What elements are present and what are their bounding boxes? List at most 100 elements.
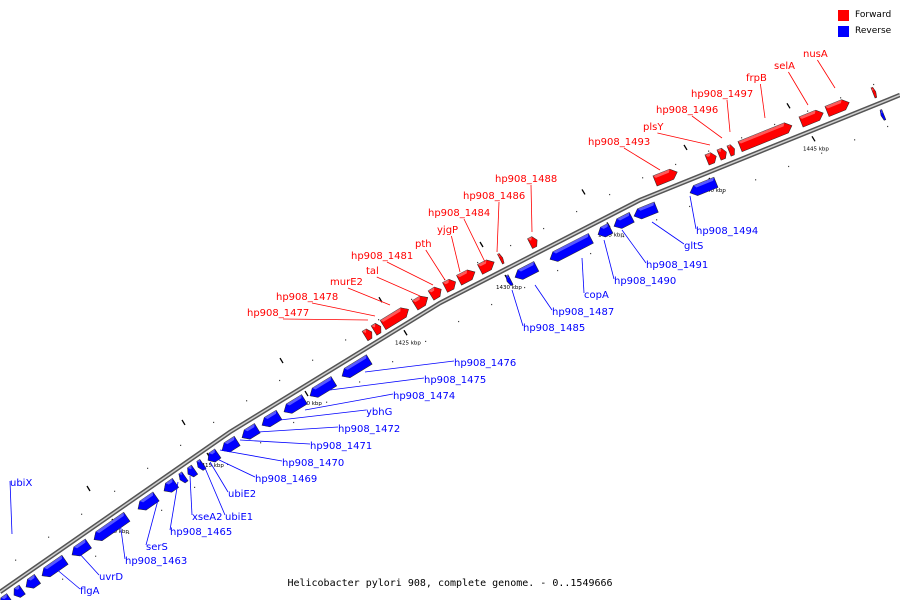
reverse-gene-box [93,511,131,541]
axis-minor-dot-upper [477,261,479,264]
reverse-gene-box-shine [95,512,124,533]
forward-gene-box [716,147,727,161]
reverse-gene-box-shine [637,202,655,211]
axis-minor-dot-upper [510,244,512,247]
forward-gene-leader [817,59,836,89]
axis-minor-dot-upper [543,227,545,230]
reverse-gene-label-sers: serS [146,542,168,553]
reverse-gene-box-shine [165,478,173,485]
legend: Forward Reverse [838,8,900,40]
reverse-gene-box [633,201,659,220]
forward-gene-box [652,168,678,187]
forward-gene-box-body [870,86,878,99]
reverse-gene-leader [534,284,553,311]
reverse-gene-box-shine [600,223,608,229]
reverse-gene-box [178,471,189,484]
forward-gene-box-shine [798,110,816,119]
reverse-gene-leader [239,439,311,445]
forward-gene-box-body [370,323,382,336]
axis-minor-dot-upper [708,150,710,152]
reverse-gene-label-hp908-1487: hp908_1487 [552,307,614,318]
forward-gene-box [477,259,495,275]
axis-minor-dot-lower [260,442,262,444]
axis-tick-label: 1425 kbp [395,340,421,346]
reverse-gene-label-glts: gltS [684,241,703,252]
reverse-gene-box-body [514,261,540,280]
reverse-gene-box [613,212,635,229]
forward-gene-box-body [726,144,735,157]
axis-minor-dot-upper [312,359,314,361]
forward-gene-box [370,323,382,336]
forward-gene-box-body [652,168,678,187]
forward-gene-leader [311,302,376,317]
reverse-gene-box [137,491,160,511]
reverse-gene-box-shine [187,465,192,470]
forward-gene-box [427,286,442,301]
forward-gene-label-hp908-1478: hp908_1478 [276,292,338,303]
axis-minor-dot-lower [722,192,724,194]
axis-line-shadow [0,92,900,594]
axis-minor-dot-lower [194,486,196,488]
reverse-gene-label-hp908-1491: hp908_1491 [646,260,708,271]
legend-forward-swatch [838,9,849,21]
axis-minor-dot-upper [48,536,50,538]
reverse-gene-box [41,554,69,578]
reverse-gene-box [187,464,199,478]
reverse-gene-box [0,593,14,600]
forward-gene-box-body [477,259,495,275]
reverse-gene-box [196,458,207,471]
forward-gene-leader [425,249,446,281]
forward-gene-box-shine [456,269,468,278]
axis-minor-dot-lower [557,269,559,272]
forward-gene-label-hp908-1493: hp908_1493 [588,137,650,148]
reverse-gene-leader [145,499,159,546]
forward-gene-leader [726,99,731,133]
forward-gene-box-body [704,152,717,166]
reverse-gene-box-body [196,458,207,471]
axis-major-tick-upper [581,189,586,195]
axis-minor-dot-upper [114,490,116,492]
forward-gene-label-tal: tal [366,266,379,277]
reverse-gene-box [261,409,283,428]
axis-minor-dot-lower [62,578,64,580]
reverse-gene-leader [169,481,179,531]
reverse-gene-label-hp908-1476: hp908_1476 [454,358,516,369]
reverse-gene-box-shine [0,593,7,600]
axis-minor-dot-upper [180,444,182,446]
reverse-gene-leader [77,551,100,576]
axis-minor-dot-lower [458,320,460,323]
reverse-gene-box-shine [286,394,302,406]
reverse-gene-label-hp908-1463: hp908_1463 [125,556,187,567]
axis-minor-dot-lower [161,509,163,511]
reverse-gene-box-body [549,233,594,262]
axis-minor-dot-lower [128,532,130,534]
reverse-gene-box-shine [43,555,62,570]
reverse-gene-box [309,376,338,398]
reverse-gene-box-body [241,423,261,440]
reverse-gene-box-body [41,554,69,578]
forward-gene-box [737,122,793,153]
axis-minor-dot-upper [774,123,776,126]
reverse-gene-label-hp908-1475: hp908_1475 [424,375,486,386]
reverse-gene-box-body [261,409,283,428]
reverse-gene-box-body [25,574,41,589]
axis-minor-dot-lower [392,361,394,363]
forward-gene-box-body [442,278,456,293]
reverse-gene-leader [214,457,256,478]
forward-gene-leader [451,235,461,273]
forward-gene-box [361,328,373,342]
forward-gene-box-shine [371,323,376,328]
axis-minor-dot-lower [755,179,757,181]
forward-gene-box-shine [497,253,501,257]
forward-gene-box [411,295,429,311]
reverse-gene-box [505,274,514,286]
forward-gene-box-shine [442,279,449,285]
reverse-gene-label-hp908-1490: hp908_1490 [614,276,676,287]
reverse-gene-box [597,222,614,238]
forward-gene-label-plsy: plsY [643,122,664,133]
forward-gene-label-hp908-1477: hp908_1477 [247,308,309,319]
reverse-gene-box-shine [244,423,255,432]
reverse-gene-box [879,109,887,121]
axis-tick-label: 1420 kbp [296,401,322,407]
axis-minor-dot-upper [807,110,809,112]
